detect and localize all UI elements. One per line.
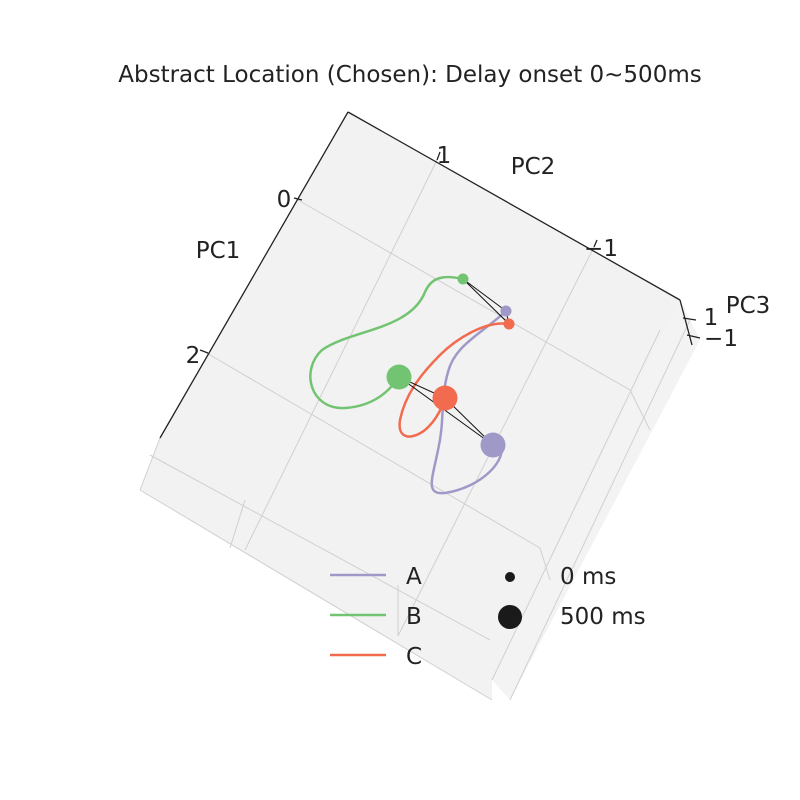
pc1-tick-0: 0 bbox=[277, 187, 292, 213]
pc3-tick-minus1: −1 bbox=[704, 326, 738, 352]
legend-label-a: A bbox=[406, 564, 422, 590]
pc3-axis-line bbox=[679, 299, 693, 346]
pc2-tick-1: 1 bbox=[437, 143, 452, 169]
back-pane bbox=[160, 112, 680, 680]
end-connector-ab bbox=[398, 376, 494, 446]
end-marker-a bbox=[480, 432, 506, 458]
start-marker-c bbox=[503, 318, 515, 330]
size-legend-marker-large bbox=[498, 605, 522, 629]
size-legend-label-0ms: 0 ms bbox=[560, 564, 616, 590]
pc2-axis-label: PC2 bbox=[511, 154, 556, 180]
bottom-pane bbox=[140, 438, 492, 700]
size-legend-marker-small bbox=[505, 572, 515, 582]
end-marker-c bbox=[432, 385, 458, 411]
start-marker-a bbox=[500, 305, 512, 317]
trajectory-b bbox=[309, 275, 464, 410]
axis-panes bbox=[140, 112, 700, 700]
size-legend-label-500ms: 500 ms bbox=[560, 604, 646, 630]
pc1-tick-2: 2 bbox=[186, 343, 201, 369]
start-marker-b bbox=[457, 273, 469, 285]
end-marker-b bbox=[386, 364, 412, 390]
pc2-tick-minus1: −1 bbox=[584, 236, 618, 262]
side-pane bbox=[492, 300, 700, 700]
pc3-axis-label: PC3 bbox=[726, 293, 771, 319]
pc1-axis-line bbox=[159, 111, 349, 439]
start-connector-ab bbox=[462, 278, 507, 312]
legend: A B C 0 ms 500 ms bbox=[330, 564, 646, 670]
legend-label-c: C bbox=[406, 644, 422, 670]
pc1-axis-label: PC1 bbox=[196, 238, 241, 264]
pc3-tick-1: 1 bbox=[704, 305, 719, 331]
axis-lines bbox=[159, 111, 701, 439]
pc2-axis-line bbox=[347, 111, 681, 301]
trajectory-c bbox=[398, 322, 510, 438]
chart-title: Abstract Location (Chosen): Delay onset … bbox=[118, 62, 702, 88]
legend-label-b: B bbox=[406, 604, 422, 630]
trajectory-layer bbox=[309, 273, 515, 495]
start-connector-bc bbox=[462, 278, 510, 325]
